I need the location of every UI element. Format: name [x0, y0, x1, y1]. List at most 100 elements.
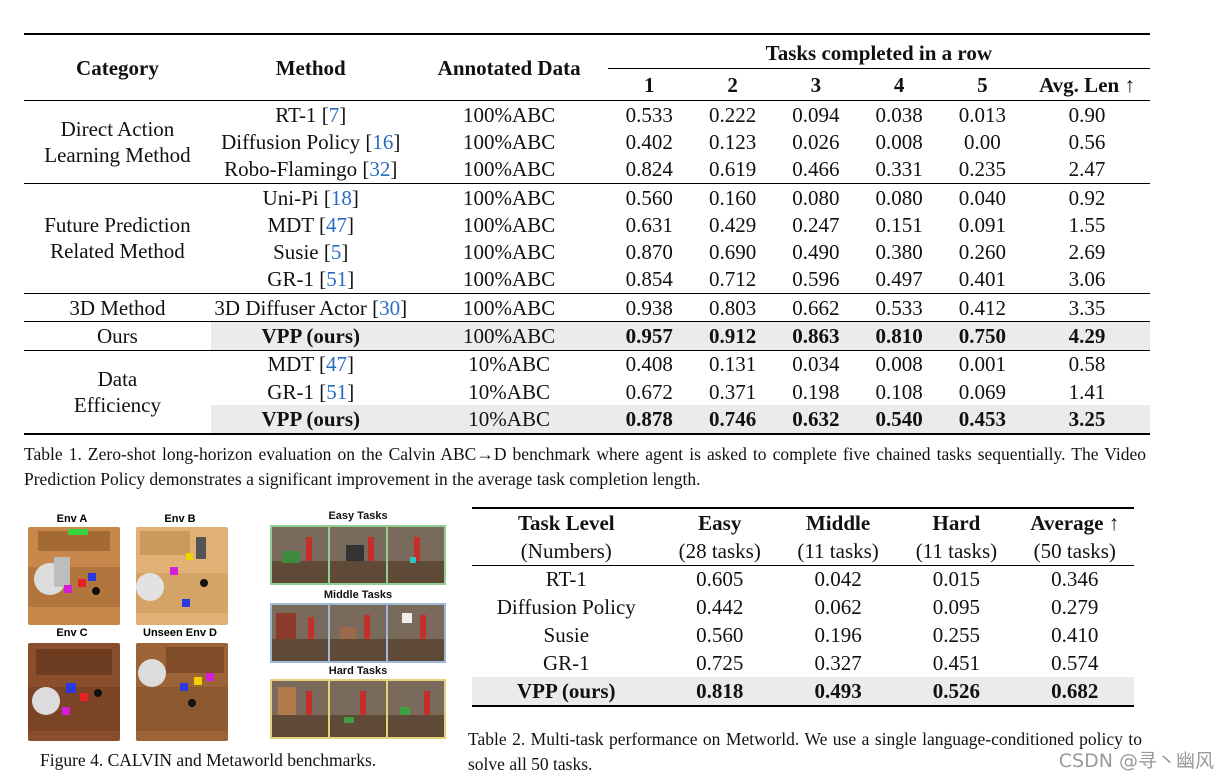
category-line: 3D Method: [69, 295, 166, 320]
value-cell: 0.540: [857, 405, 941, 434]
table-row: VPP (ours) 10%ABC 0.878 0.746 0.632 0.540 0.45…: [24, 405, 1150, 434]
env-d-image: [136, 643, 228, 741]
value-cell: 0.690: [708, 240, 757, 265]
value-cell: 0.90: [1024, 100, 1150, 129]
value-cell: 0.619: [708, 157, 757, 182]
value-cell: 0.746: [690, 405, 775, 434]
method-cell: MDT [47]: [210, 349, 411, 378]
method-name: VPP (ours): [261, 406, 361, 431]
col-header: 4: [893, 72, 905, 97]
citation-link[interactable]: 51: [326, 379, 348, 404]
citation-link[interactable]: 47: [326, 212, 348, 237]
citation-link[interactable]: 5: [330, 240, 342, 265]
annotated-data-cell: 10%ABC: [468, 379, 550, 404]
value-cell: 0.810: [857, 321, 941, 351]
easy-tasks-strip: [270, 525, 446, 585]
table-row: 3D Method 3D Diffuser Actor [30] 100%ABC 0.…: [24, 293, 1150, 322]
value-cell: 0.235: [958, 157, 1007, 182]
value-cell: 0.026: [792, 129, 840, 154]
category-cell: 3D Method: [24, 293, 211, 322]
annotated-data-cell: 10%ABC: [410, 405, 608, 434]
citation-link[interactable]: 51: [326, 267, 348, 292]
col-header: 2: [727, 72, 738, 97]
annotated-data-header: Annotated Data: [437, 55, 581, 80]
table-1-header-row: Category Method Annotated Data Tasks comple…: [24, 34, 1150, 80]
value-cell: 0.001: [940, 349, 1025, 378]
value-cell: 0.380: [875, 240, 923, 265]
value-cell: 0.123: [708, 129, 757, 154]
method-cell: RT-1: [545, 567, 587, 592]
table-2-subheader-cell: (50 tasks): [1015, 536, 1134, 566]
value-cell: 0.878: [607, 405, 691, 434]
value-cell: 0.255: [932, 623, 981, 648]
value-cell: 0.442: [696, 595, 744, 620]
value-cell: 0.080: [857, 182, 941, 212]
task-tile: [272, 605, 328, 661]
value-cell: 3.35: [1024, 293, 1150, 322]
value-cell: 0.402: [625, 129, 673, 154]
value-cell: 0.00: [964, 129, 1001, 154]
value-cell: 0.725: [696, 650, 744, 675]
annotated-data-cell: 100%ABC: [463, 212, 556, 237]
method-name: GR-1: [267, 267, 314, 292]
table-row: Diffusion Policy 0.442 0.062 0.095 0.279: [472, 593, 1134, 621]
table-row: RT-1 0.605 0.042 0.015 0.346: [472, 565, 1134, 593]
method-cell: GR-1: [542, 650, 590, 675]
citation-link[interactable]: 47: [326, 352, 348, 377]
watermark: CSDN @寻丶幽风: [1058, 750, 1214, 772]
middle-tasks-strip: [270, 603, 446, 663]
table-row: Data Efficiency MDT [47] 10%ABC 0.408 0.131 0.…: [24, 349, 1150, 434]
method-cell: VPP (ours): [210, 321, 411, 351]
task-tile: [272, 527, 328, 583]
category-header: Category: [76, 55, 159, 80]
category-cell: Direct Action Learning Method: [24, 100, 211, 184]
table-row: GR-1 [51] 100%ABC 0.854 0.712 0.596 0.497 0.40…: [24, 266, 1150, 294]
value-cell: 0.198: [792, 379, 840, 404]
value-cell: 0.038: [857, 100, 941, 129]
annotated-data-cell: 100%ABC: [463, 267, 556, 292]
value-cell: 0.008: [875, 129, 923, 154]
method-cell: VPP (ours): [210, 405, 411, 434]
value-cell: 0.260: [958, 240, 1007, 265]
table-row: Robo-Flamingo [32] 100%ABC 0.824 0.619 0.466…: [24, 156, 1150, 184]
col-header: 3: [810, 72, 822, 97]
method-cell: 3D Diffuser Actor [30]: [210, 293, 411, 322]
category-line: Direct Action: [60, 116, 175, 141]
value-cell: 0.453: [940, 405, 1025, 434]
method-name: 3D Diffuser Actor: [214, 295, 367, 320]
annotated-data-cell: 10%ABC: [410, 349, 608, 378]
table-2-header-cell: Task Level: [517, 510, 615, 535]
value-cell: 0.069: [958, 379, 1007, 404]
value-cell: 0.080: [774, 182, 858, 212]
table-row: Susie [5] 100%ABC 0.870 0.690 0.490 0.380 0.26…: [24, 238, 1150, 265]
table-row: Future Prediction Related Method Uni-Pi [1…: [24, 182, 1150, 294]
table-1: Category Method Annotated Data Tasks comple…: [24, 33, 1150, 435]
category-line: Data: [97, 366, 138, 391]
value-cell: 1.41: [1068, 379, 1106, 404]
value-cell: 0.938: [607, 293, 691, 322]
value-cell: 0.346: [1051, 567, 1099, 592]
citation-link[interactable]: 16: [372, 129, 394, 154]
value-cell: 0.533: [857, 293, 941, 322]
method-cell: MDT [47]: [267, 212, 355, 237]
citation-link[interactable]: 30: [379, 295, 401, 320]
table-2-header-row: Task Level Easy Middle Hard Average ↑: [472, 508, 1134, 537]
citation-link[interactable]: 18: [330, 185, 352, 210]
value-cell: 0.062: [814, 595, 862, 620]
value-cell: 0.371: [708, 379, 757, 404]
value-cell: 0.429: [708, 212, 757, 237]
method-cell: RT-1 [7]: [210, 100, 411, 129]
method-name: Diffusion Policy: [221, 129, 361, 154]
citation-link[interactable]: 7: [328, 102, 340, 127]
category-line: Learning Method: [44, 142, 191, 167]
value-cell: 0.818: [660, 676, 779, 706]
table-2: Task Level Easy Middle Hard Average ↑ (Number…: [472, 507, 1134, 707]
value-cell: 2.47: [1068, 157, 1106, 182]
citation-link[interactable]: 32: [369, 157, 391, 182]
value-cell: 3.25: [1024, 405, 1150, 434]
table-row: VPP (ours) 0.818 0.493 0.526 0.682: [472, 676, 1134, 706]
value-cell: 0.040: [940, 182, 1025, 212]
value-cell: 0.58: [1024, 349, 1150, 378]
table-row: GR-1 [51] 10%ABC 0.672 0.371 0.198 0.108 0.069…: [24, 378, 1150, 405]
col-header: 5: [977, 72, 988, 97]
